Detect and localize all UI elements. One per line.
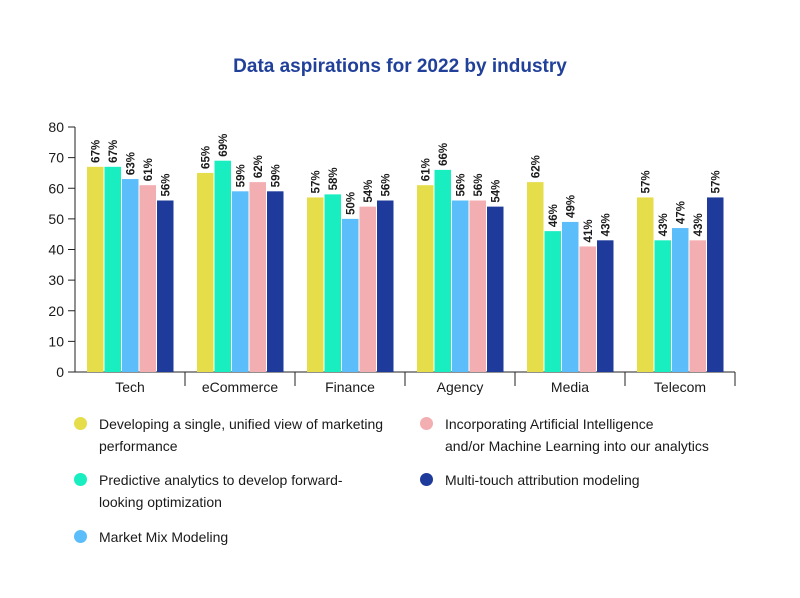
bar [707, 197, 724, 372]
bar [377, 200, 394, 372]
bar [469, 200, 486, 372]
legend-swatch [420, 473, 433, 486]
y-tick-label: 10 [48, 333, 64, 349]
bar [232, 191, 249, 372]
data-label: 47% [675, 201, 687, 224]
bar [597, 240, 614, 372]
y-tick-label: 0 [56, 364, 64, 380]
bar [544, 231, 561, 372]
legend-item-market-mix: Market Mix Modeling [74, 526, 228, 548]
bar [197, 172, 214, 372]
data-label: 56% [380, 173, 392, 196]
legend-item-predictive: Predictive analytics to develop forward-… [74, 469, 343, 513]
chart-title: Data aspirations for 2022 by industry [233, 56, 567, 77]
legend-swatch [74, 417, 87, 430]
bar [562, 221, 579, 372]
data-label: 57% [640, 170, 652, 193]
legend-label: Predictive analytics to develop forward-… [99, 472, 343, 510]
data-label: 66% [438, 143, 450, 166]
x-tick-label: Telecom [654, 379, 706, 395]
y-tick-label: 60 [48, 180, 64, 196]
y-tick-label: 50 [48, 211, 64, 227]
data-label: 43% [693, 213, 705, 236]
legend-label: Market Mix Modeling [99, 529, 229, 545]
bar [267, 191, 284, 372]
data-label: 43% [600, 213, 612, 236]
data-label: 59% [270, 164, 282, 187]
bar [689, 240, 706, 372]
legend-item-unified-view: Developing a single, unified view of mar… [74, 413, 383, 457]
y-tick-label: 20 [48, 303, 64, 319]
bar [104, 166, 121, 372]
data-label: 41% [583, 219, 595, 242]
bar [342, 218, 359, 372]
legend-item-multi-touch: Multi-touch attribution modeling [420, 469, 640, 491]
y-tick-label: 70 [48, 150, 64, 166]
data-label: 67% [108, 140, 120, 163]
bar [87, 166, 104, 372]
x-tick-label: Tech [115, 379, 145, 395]
data-label: 54% [363, 180, 375, 203]
data-label: 59% [235, 164, 247, 187]
bar [654, 240, 671, 372]
x-tick-label: eCommerce [202, 379, 278, 395]
data-label: 56% [160, 173, 172, 196]
data-label: 69% [218, 134, 230, 157]
legend-label: Incorporating Artificial Intelligence an… [445, 416, 709, 454]
data-label: 54% [490, 180, 502, 203]
data-label: 61% [420, 158, 432, 181]
bar [579, 246, 596, 372]
data-label: 49% [565, 195, 577, 218]
data-label: 57% [310, 170, 322, 193]
data-label: 58% [328, 167, 340, 190]
data-label: 56% [473, 173, 485, 196]
data-label: 62% [253, 155, 265, 178]
y-tick-label: 30 [48, 272, 64, 288]
data-label: 61% [143, 158, 155, 181]
bar [359, 206, 376, 372]
x-tick-label: Media [551, 379, 589, 395]
bar [249, 182, 266, 372]
bar [527, 182, 544, 372]
y-tick-label: 40 [48, 242, 64, 258]
legend-swatch [74, 530, 87, 543]
bar [434, 169, 451, 372]
x-tick-label: Finance [325, 379, 375, 395]
data-label: 63% [125, 152, 137, 175]
legend-item-ai-ml: Incorporating Artificial Intelligence an… [420, 413, 709, 457]
bar [672, 228, 689, 372]
legend-swatch [420, 417, 433, 430]
data-label: 65% [200, 146, 212, 169]
bar [157, 200, 174, 372]
y-tick-label: 80 [48, 119, 64, 135]
data-label: 43% [658, 213, 670, 236]
data-label: 50% [345, 192, 357, 215]
legend-label: Multi-touch attribution modeling [445, 472, 640, 488]
data-label: 46% [548, 204, 560, 227]
data-label: 57% [710, 170, 722, 193]
bar [637, 197, 654, 372]
bar [452, 200, 469, 372]
legend-label: Developing a single, unified view of mar… [99, 416, 384, 454]
bar [324, 194, 341, 372]
data-label: 56% [455, 173, 467, 196]
bar [487, 206, 504, 372]
x-tick-label: Agency [437, 379, 484, 395]
bar [307, 197, 324, 372]
legend-swatch [74, 473, 87, 486]
data-label: 67% [90, 140, 102, 163]
bar [417, 185, 434, 372]
bar [139, 185, 156, 372]
bar [122, 179, 139, 372]
bar [214, 160, 231, 372]
data-label: 62% [530, 155, 542, 178]
